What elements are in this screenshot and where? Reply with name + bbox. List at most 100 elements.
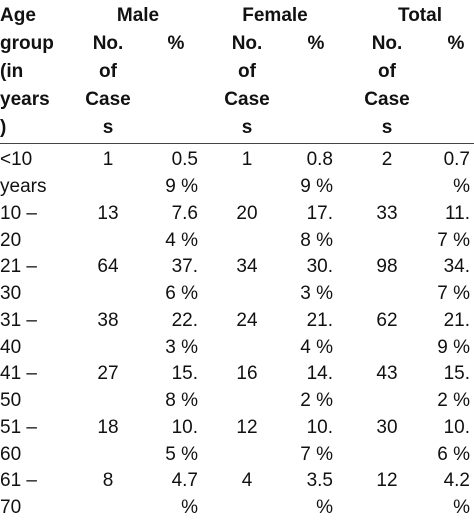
male-percent-cell: 5 %: [165, 443, 198, 465]
age-group-cell: 50: [0, 390, 22, 411]
total-percent-cell: 11.: [444, 202, 470, 224]
total-cases-cell: 2: [381, 149, 393, 170]
female-percent-cell: 7 %: [300, 443, 333, 465]
female-group-header: Female: [242, 5, 308, 26]
age-group-cell: 61 –: [0, 470, 37, 491]
age-group-header-line: ): [0, 117, 7, 138]
female-cases-cell: 12: [236, 416, 258, 438]
female-cases-header: s: [241, 117, 253, 138]
male-cases-cell: 1: [102, 149, 114, 170]
female-cases-header: Case: [224, 89, 270, 110]
male-cases-cell: 18: [97, 416, 119, 438]
male-cases-cell: 38: [97, 309, 119, 331]
total-percent-cell: 0.7: [443, 149, 470, 170]
female-cases-cell: 1: [241, 149, 253, 170]
male-percent-cell: 37.: [171, 256, 198, 277]
female-cases-cell: 20: [236, 202, 258, 224]
total-percent-cell: %: [453, 176, 470, 197]
total-group-header: Total: [398, 5, 442, 26]
age-group-header-line: group: [0, 33, 54, 54]
age-group-cell: years: [0, 176, 47, 197]
total-percent-cell: 7 %: [437, 229, 470, 251]
age-group-cell: <10: [0, 149, 33, 170]
male-percent-cell: 4.7: [171, 470, 198, 491]
age-group-cell: 41 –: [0, 363, 37, 384]
total-percent-cell: 15.: [443, 363, 470, 384]
age-group-cell: 31 –: [0, 309, 37, 331]
female-percent-cell: 10.: [306, 416, 333, 438]
age-group-header-line: years: [0, 89, 50, 110]
male-percent-cell: 8 %: [165, 390, 198, 411]
male-cases-header: s: [102, 117, 114, 138]
female-percent-cell: 4 %: [300, 336, 333, 358]
total-cases-cell: 30: [376, 416, 398, 438]
male-cases-cell: 27: [97, 363, 119, 384]
male-cases-cell: 64: [97, 256, 119, 277]
male-percent-cell: 3 %: [165, 336, 198, 358]
total-cases-cell: 33: [376, 202, 398, 224]
male-percent-cell: 15.: [171, 363, 198, 384]
total-percent-cell: 10.: [443, 416, 470, 438]
age-group-header-line: Age: [0, 5, 36, 26]
age-group-cell: 51 –: [0, 416, 37, 438]
age-group-cell: 40: [0, 336, 22, 358]
header-divider: [0, 143, 474, 144]
male-cases-header: Case: [85, 89, 131, 110]
male-percent-cell: 6 %: [165, 283, 198, 304]
female-percent-cell: 9 %: [300, 176, 333, 197]
male-percent-cell: 7.6: [171, 202, 198, 224]
total-percent-header: %: [447, 33, 465, 54]
female-percent-cell: %: [316, 497, 333, 518]
male-percent-cell: 10.: [171, 416, 198, 438]
female-percent-header: %: [307, 33, 325, 54]
total-cases-cell: 43: [376, 363, 398, 384]
total-percent-cell: 21.: [443, 309, 470, 331]
total-percent-cell: 9 %: [437, 336, 470, 358]
male-cases-header: No.: [92, 33, 124, 54]
total-percent-cell: %: [453, 497, 470, 518]
male-cases-cell: 13: [97, 202, 119, 224]
total-percent-cell: 6 %: [437, 443, 470, 465]
female-percent-cell: 3.5: [306, 470, 333, 491]
total-cases-cell: 62: [376, 309, 398, 331]
age-group-cell: 10 –: [0, 202, 37, 224]
female-cases-cell: 24: [236, 309, 258, 331]
total-cases-cell: 12: [376, 470, 398, 491]
age-group-cell: 70: [0, 497, 22, 518]
age-group-cell: 60: [0, 443, 22, 465]
male-cases-cell: 8: [102, 470, 114, 491]
male-percent-cell: 0.5: [171, 149, 198, 170]
female-percent-cell: 30.: [306, 256, 333, 277]
total-percent-cell: 4.2: [443, 470, 470, 491]
female-cases-header: of: [238, 61, 256, 82]
total-percent-cell: 7 %: [437, 283, 470, 304]
male-percent-cell: 9 %: [165, 176, 198, 197]
male-percent-cell: 22.: [171, 309, 198, 331]
female-cases-cell: 16: [236, 363, 258, 384]
total-cases-header: s: [381, 117, 393, 138]
total-percent-cell: 34.: [443, 256, 470, 277]
total-cases-cell: 98: [376, 256, 398, 277]
female-percent-cell: 14.: [306, 363, 333, 384]
female-cases-cell: 4: [241, 470, 253, 491]
age-group-cell: 21 –: [0, 256, 37, 277]
male-group-header: Male: [116, 5, 160, 26]
female-percent-cell: 2 %: [300, 390, 333, 411]
female-percent-cell: 3 %: [300, 283, 333, 304]
female-percent-cell: 8 %: [300, 229, 333, 251]
age-group-header-line: (in: [0, 61, 24, 82]
female-cases-header: No.: [231, 33, 263, 54]
male-percent-cell: %: [181, 497, 198, 518]
female-percent-cell: 17.: [306, 202, 333, 224]
age-group-cell: 20: [0, 229, 22, 251]
total-percent-cell: 2 %: [437, 390, 470, 411]
total-cases-header: No.: [371, 33, 403, 54]
male-percent-header: %: [167, 33, 185, 54]
total-cases-header: Case: [364, 89, 410, 110]
male-cases-header: of: [99, 61, 117, 82]
male-percent-cell: 4 %: [165, 229, 198, 251]
female-percent-cell: 21.: [306, 309, 333, 331]
total-cases-header: of: [378, 61, 396, 82]
female-percent-cell: 0.8: [306, 149, 333, 170]
age-group-cell: 30: [0, 283, 22, 304]
